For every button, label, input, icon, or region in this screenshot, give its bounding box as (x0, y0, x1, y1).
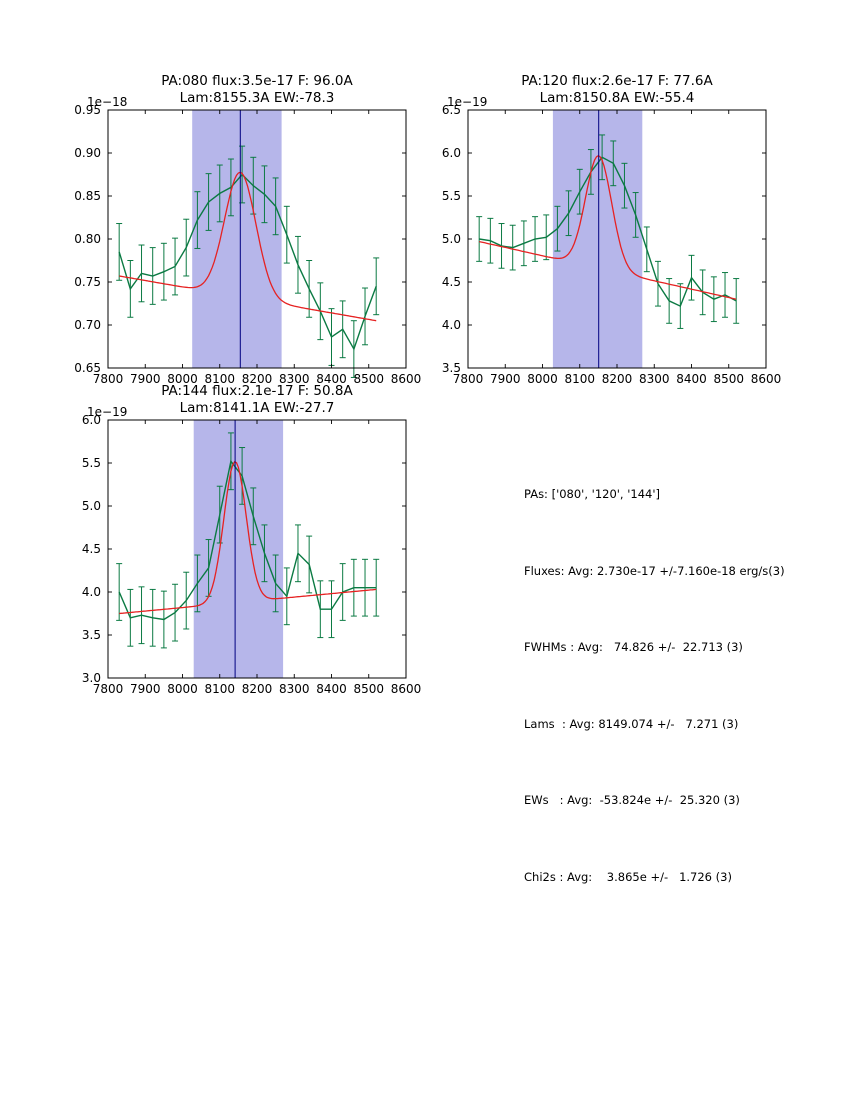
svg-text:6.5: 6.5 (442, 103, 461, 117)
data-line (118, 459, 377, 621)
svg-text:4.5: 4.5 (82, 542, 101, 556)
chart-title-line1: PA:120 flux:2.6e-17 F: 77.6A (521, 73, 713, 89)
spectrum-chart-pa144: PA:144 flux:2.1e-17 F: 50.8A Lam:8141.1A… (60, 382, 430, 714)
svg-text:3.0: 3.0 (82, 671, 101, 685)
spectrum-plot-pa120: 7800 7900 8000 8100 8200 8300 8400 8500 8600 3.5 4… (442, 103, 781, 386)
spectrum-chart-pa080: PA:080 flux:3.5e-17 F: 96.0A Lam:8155.3A… (60, 72, 430, 404)
svg-text:8300: 8300 (279, 372, 310, 386)
svg-text:7800: 7800 (453, 372, 484, 386)
summary-line-fwhms: FWHMs : Avg: 74.826 +/- 22.713 (3) (524, 640, 743, 654)
svg-text:0.85: 0.85 (74, 189, 101, 203)
svg-text:3.5: 3.5 (442, 361, 461, 375)
fit-window-band (192, 110, 282, 368)
svg-text:8000: 8000 (527, 372, 558, 386)
svg-text:8200: 8200 (602, 372, 633, 386)
spectrum-plot-pa144: 7800 7900 8000 8100 8200 8300 8400 8500 8600 3.0 3… (82, 413, 421, 696)
svg-text:0.75: 0.75 (74, 275, 101, 289)
chart-title-line2: Lam:8141.1A EW:-27.7 (179, 400, 335, 416)
svg-text:8100: 8100 (205, 372, 236, 386)
svg-text:0.90: 0.90 (74, 146, 101, 160)
svg-text:7800: 7800 (93, 372, 124, 386)
svg-text:3.5: 3.5 (82, 628, 101, 642)
fit-window-band (193, 420, 284, 678)
spectrum-chart-pa120: PA:120 flux:2.6e-17 F: 77.6A Lam:8150.8A… (420, 72, 790, 404)
svg-text:8000: 8000 (167, 372, 198, 386)
tick-marks (107, 419, 407, 679)
data-line (118, 173, 377, 351)
svg-text:8100: 8100 (565, 372, 596, 386)
svg-text:0.65: 0.65 (74, 361, 101, 375)
svg-text:8200: 8200 (242, 372, 273, 386)
summary-line-ews: EWs : Avg: -53.824e +/- 25.320 (3) (524, 793, 740, 807)
svg-text:4.0: 4.0 (82, 585, 101, 599)
svg-text:5.0: 5.0 (442, 232, 461, 246)
svg-text:8400: 8400 (316, 682, 347, 696)
svg-text:8100: 8100 (205, 682, 236, 696)
y-axis-offset-label: 1e−18 (87, 95, 128, 109)
spectrum-plot-pa080: 7800 7900 8000 8100 8200 8300 8400 8500 8600 0.65… (74, 103, 421, 386)
data-line (479, 156, 737, 308)
svg-text:8500: 8500 (714, 372, 745, 386)
fit-curve (479, 154, 737, 300)
svg-text:7800: 7800 (93, 682, 124, 696)
fit-curve (119, 460, 377, 615)
tick-labels: 7800 7900 8000 8100 8200 8300 8400 8500 8600 3.5 4… (442, 103, 781, 386)
svg-text:8500: 8500 (354, 372, 385, 386)
svg-text:8400: 8400 (316, 372, 347, 386)
y-axis-offset-label: 1e−19 (87, 405, 128, 419)
svg-text:8600: 8600 (391, 682, 422, 696)
svg-text:5.5: 5.5 (82, 456, 101, 470)
summary-line-fluxes: Fluxes: Avg: 2.730e-17 +/-7.160e-18 erg/… (524, 563, 785, 578)
svg-text:7900: 7900 (130, 372, 161, 386)
fit-window-band (552, 110, 643, 368)
svg-text:8000: 8000 (167, 682, 198, 696)
tick-labels: 7800 7900 8000 8100 8200 8300 8400 8500 8600 0.65… (74, 103, 421, 386)
fit-curve (119, 171, 377, 322)
svg-text:7900: 7900 (490, 372, 521, 386)
summary-panel: PAs: ['080', '120', '144'] Fluxes: Avg: … (524, 431, 785, 916)
svg-text:0.80: 0.80 (74, 232, 101, 246)
svg-text:7900: 7900 (130, 682, 161, 696)
chart-title-line2: Lam:8150.8A EW:-55.4 (539, 90, 695, 106)
svg-text:8300: 8300 (279, 682, 310, 696)
svg-text:8600: 8600 (751, 372, 782, 386)
tick-labels: 7800 7900 8000 8100 8200 8300 8400 8500 8600 3.0 3… (82, 413, 421, 696)
chart-title-line2: Lam:8155.3A EW:-78.3 (179, 90, 335, 106)
tick-marks (467, 109, 767, 369)
svg-text:5.5: 5.5 (442, 189, 461, 203)
y-axis-offset-label: 1e−19 (447, 95, 488, 109)
svg-text:6.0: 6.0 (442, 146, 461, 160)
svg-text:5.0: 5.0 (82, 499, 101, 513)
svg-text:4.5: 4.5 (442, 275, 461, 289)
svg-text:8600: 8600 (391, 372, 422, 386)
svg-text:0.95: 0.95 (74, 103, 101, 117)
svg-text:6.0: 6.0 (82, 413, 101, 427)
svg-text:8500: 8500 (354, 682, 385, 696)
svg-text:4.0: 4.0 (442, 318, 461, 332)
summary-line-pas: PAs: ['080', '120', '144'] (524, 487, 661, 501)
svg-text:8400: 8400 (676, 372, 707, 386)
summary-line-lams: Lams : Avg: 8149.074 +/- 7.271 (3) (524, 716, 739, 731)
svg-text:8300: 8300 (639, 372, 670, 386)
svg-text:0.70: 0.70 (74, 318, 101, 332)
chart-title-line1: PA:144 flux:2.1e-17 F: 50.8A (161, 383, 353, 399)
tick-marks (107, 109, 407, 369)
chart-title-line1: PA:080 flux:3.5e-17 F: 96.0A (161, 73, 353, 89)
summary-line-chi2s: Chi2s : Avg: 3.865e +/- 1.726 (3) (524, 869, 732, 884)
svg-text:8200: 8200 (242, 682, 273, 696)
